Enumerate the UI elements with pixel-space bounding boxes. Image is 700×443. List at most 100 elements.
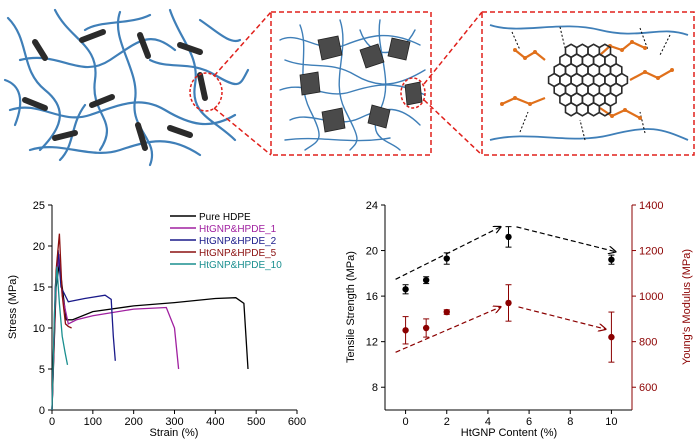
polymer-chain xyxy=(6,16,61,152)
data-point xyxy=(505,299,512,307)
zoom-connector xyxy=(213,11,272,77)
graphene-sheet xyxy=(135,122,148,151)
graphene-platelet xyxy=(299,71,321,96)
legend-label: HtGNP&HPDE_10 xyxy=(199,260,282,271)
x-tick-label: 300 xyxy=(165,416,183,428)
graphene-platelet xyxy=(367,104,391,129)
polymer-chain xyxy=(279,34,421,49)
polymer-chain xyxy=(299,24,320,151)
atom xyxy=(513,96,517,100)
atom xyxy=(513,48,517,52)
graphene-sheet xyxy=(89,94,115,108)
atom xyxy=(623,108,627,112)
polymer-chain xyxy=(489,128,689,141)
x-tick-label: 400 xyxy=(206,416,224,428)
polymer-chain xyxy=(284,137,391,142)
chart2-x-axis-label: HtGNP Content (%) xyxy=(461,427,557,439)
hydrogen-bonds xyxy=(511,26,671,141)
data-point xyxy=(402,327,409,334)
y-tick-label: 16 xyxy=(366,291,378,303)
graphene-sheet xyxy=(32,39,48,61)
y-tick-label: 20 xyxy=(33,241,45,253)
x-tick-label: 4 xyxy=(485,416,491,428)
hex-ring xyxy=(587,101,601,117)
polymer-chain xyxy=(338,19,358,151)
zoom-box xyxy=(270,11,432,156)
chart1-x-ticks: 0 100 200 300 400 500 600 xyxy=(49,410,306,428)
polymer-chain xyxy=(83,13,152,32)
chart2-x-ticks: 0 2 4 6 8 10 xyxy=(403,410,618,428)
chart2-trend-arrows xyxy=(395,227,616,353)
chart1-y-axis-label: Stress (MPa) xyxy=(7,275,19,339)
y2-tick-label: 1000 xyxy=(639,291,663,303)
atom xyxy=(656,76,660,80)
data-point xyxy=(608,333,615,341)
y-tick-label: 20 xyxy=(366,246,378,258)
stress-strain-chart: 0 100 200 300 400 500 600 0 5 10 15 20 25 Pure HDPE… xyxy=(7,200,306,439)
graphene-sheet xyxy=(22,97,48,111)
chart2-y-ticks-left: 8 12 16 20 24 xyxy=(366,200,385,394)
graphene-sheet xyxy=(197,72,208,101)
schematic-graphene-sheet-zoom xyxy=(481,11,695,156)
hydrogen-bond xyxy=(511,31,521,51)
zoom-connector xyxy=(213,107,272,156)
schematic-network-overview xyxy=(3,8,250,167)
data-point xyxy=(422,324,430,332)
graphene-platelet xyxy=(387,37,411,61)
graphene-sheet xyxy=(137,32,151,59)
polymer-chain xyxy=(198,18,242,43)
graphene-platelet xyxy=(404,81,423,106)
zoom-highlight-circle xyxy=(400,77,426,109)
y2-tick-label: 800 xyxy=(639,337,657,349)
x-tick-label: 2 xyxy=(444,416,450,428)
x-tick-label: 100 xyxy=(84,416,102,428)
y-tick-label: 5 xyxy=(39,364,45,376)
zoom-box xyxy=(481,11,695,156)
atom xyxy=(638,116,642,120)
polymer-chain xyxy=(489,24,689,36)
graphene-platelets xyxy=(299,35,423,133)
zoom-highlight-circle xyxy=(189,72,223,112)
atom xyxy=(500,102,504,106)
legend-label: HtGNP&HPDE_5 xyxy=(199,248,277,259)
series-line xyxy=(51,254,180,411)
polymer-chain xyxy=(18,38,177,69)
graphene-platelet xyxy=(317,35,343,61)
data-point xyxy=(443,255,450,262)
polymer-chain xyxy=(3,78,22,127)
polymer-chains xyxy=(489,24,689,141)
atom xyxy=(630,40,634,44)
x-tick-label: 0 xyxy=(49,416,55,428)
polymer-chain xyxy=(116,10,153,167)
chart1-series xyxy=(51,233,249,411)
y-tick-label: 0 xyxy=(39,405,45,417)
polymer-chain xyxy=(8,101,237,126)
hydrogen-bond xyxy=(659,34,671,56)
x-tick-label: 600 xyxy=(288,416,306,428)
hydrogen-bond xyxy=(639,111,646,134)
graphene-sheet xyxy=(52,130,78,141)
alkyl-chain xyxy=(599,107,641,119)
x-tick-label: 200 xyxy=(124,416,142,428)
atom xyxy=(523,56,527,60)
alkyl-chain-atoms xyxy=(500,40,674,120)
legend-label: Pure HDPE xyxy=(199,212,251,223)
graphene-hex-lattice xyxy=(547,43,629,117)
data-point xyxy=(422,276,430,284)
zoom-connectors xyxy=(213,11,483,156)
x-tick-label: 0 xyxy=(403,416,409,428)
polymer-chains xyxy=(3,8,250,167)
atom xyxy=(620,48,624,52)
chart1-legend: Pure HDPEHtGNP&HPDE_1HtGNP&HPDE_2HtGNP&H… xyxy=(170,212,282,271)
alkyl-chains xyxy=(501,40,673,119)
y-tick-label: 12 xyxy=(366,337,378,349)
chart2-series xyxy=(402,226,615,363)
atom xyxy=(610,114,614,118)
schematic-network-zoom xyxy=(270,11,432,156)
polymer-chain xyxy=(359,29,416,54)
hydrogen-bond xyxy=(519,111,529,133)
zoom-connector xyxy=(423,11,483,85)
hex-ring xyxy=(575,101,589,117)
polymer-chains xyxy=(279,19,426,151)
